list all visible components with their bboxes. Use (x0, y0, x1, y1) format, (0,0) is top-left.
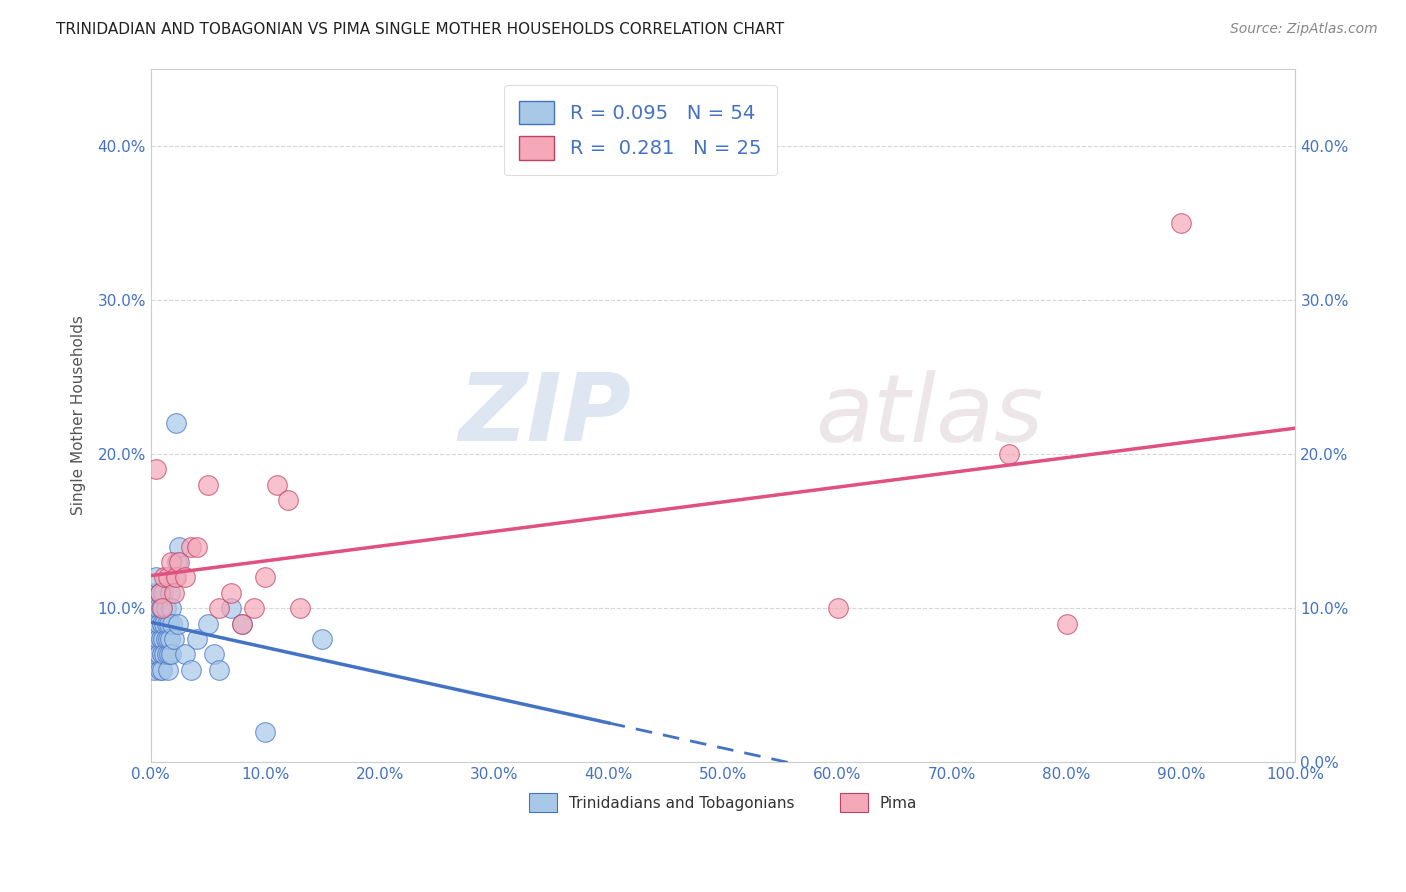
Text: Source: ZipAtlas.com: Source: ZipAtlas.com (1230, 22, 1378, 37)
Point (143, 586, 166, 600)
Point (166, 555, 188, 569)
Point (254, 724, 277, 739)
Text: ZIP: ZIP (458, 369, 631, 461)
Text: TRINIDADIAN AND TOBAGONIAN VS PIMA SINGLE MOTHER HOUSEHOLDS CORRELATION CHART: TRINIDADIAN AND TOBAGONIAN VS PIMA SINGL… (56, 22, 785, 37)
Point (156, 570, 179, 584)
Point (145, 462, 167, 476)
Point (153, 648, 176, 662)
Point (153, 616, 176, 631)
Point (160, 555, 183, 569)
Point (143, 663, 166, 677)
Point (155, 632, 177, 646)
Point (202, 648, 225, 662)
Point (208, 663, 231, 677)
Point (231, 616, 253, 631)
Point (174, 648, 197, 662)
Point (150, 632, 173, 646)
Point (150, 601, 173, 615)
Point (159, 586, 181, 600)
Point (156, 648, 179, 662)
Point (146, 632, 169, 646)
Point (149, 663, 172, 677)
Point (277, 493, 299, 508)
Point (162, 586, 184, 600)
Point (145, 616, 167, 631)
Point (186, 540, 208, 554)
Point (145, 648, 167, 662)
Point (157, 648, 180, 662)
Point (197, 616, 219, 631)
Point (165, 416, 187, 430)
Point (156, 663, 179, 677)
Point (148, 648, 170, 662)
Point (169, 555, 191, 569)
Point (180, 663, 202, 677)
Point (150, 616, 173, 631)
Point (160, 648, 183, 662)
Point (242, 601, 264, 615)
Point (1170, 216, 1192, 230)
Point (208, 601, 231, 615)
Point (159, 632, 181, 646)
Legend: Trinidadians and Tobagonians, Pima: Trinidadians and Tobagonians, Pima (517, 781, 929, 824)
Point (150, 601, 173, 615)
Point (153, 570, 176, 584)
Point (149, 586, 172, 600)
Point (152, 632, 174, 646)
Y-axis label: Single Mother Households: Single Mother Households (72, 316, 86, 516)
Point (150, 648, 173, 662)
Point (156, 616, 179, 631)
Point (180, 540, 202, 554)
Point (145, 570, 167, 584)
Point (150, 663, 173, 677)
Point (169, 540, 191, 554)
Point (827, 601, 849, 615)
Point (155, 601, 177, 615)
Point (288, 601, 311, 615)
Point (146, 601, 169, 615)
Point (156, 632, 179, 646)
Point (152, 586, 174, 600)
Point (219, 586, 242, 600)
Point (162, 632, 184, 646)
Point (141, 632, 163, 646)
Point (160, 601, 183, 615)
Point (1056, 616, 1078, 631)
Point (266, 478, 288, 492)
Point (186, 632, 208, 646)
Point (219, 601, 242, 615)
Point (143, 601, 166, 615)
Point (197, 478, 219, 492)
Point (998, 447, 1021, 461)
Point (149, 586, 172, 600)
Point (311, 632, 333, 646)
Point (174, 570, 197, 584)
Point (165, 570, 187, 584)
Point (162, 616, 184, 631)
Point (231, 616, 253, 631)
Point (157, 616, 180, 631)
Point (142, 648, 165, 662)
Point (143, 632, 166, 646)
Point (142, 616, 165, 631)
Text: atlas: atlas (814, 370, 1043, 461)
Point (163, 570, 186, 584)
Point (167, 616, 190, 631)
Point (148, 616, 170, 631)
Point (254, 570, 277, 584)
